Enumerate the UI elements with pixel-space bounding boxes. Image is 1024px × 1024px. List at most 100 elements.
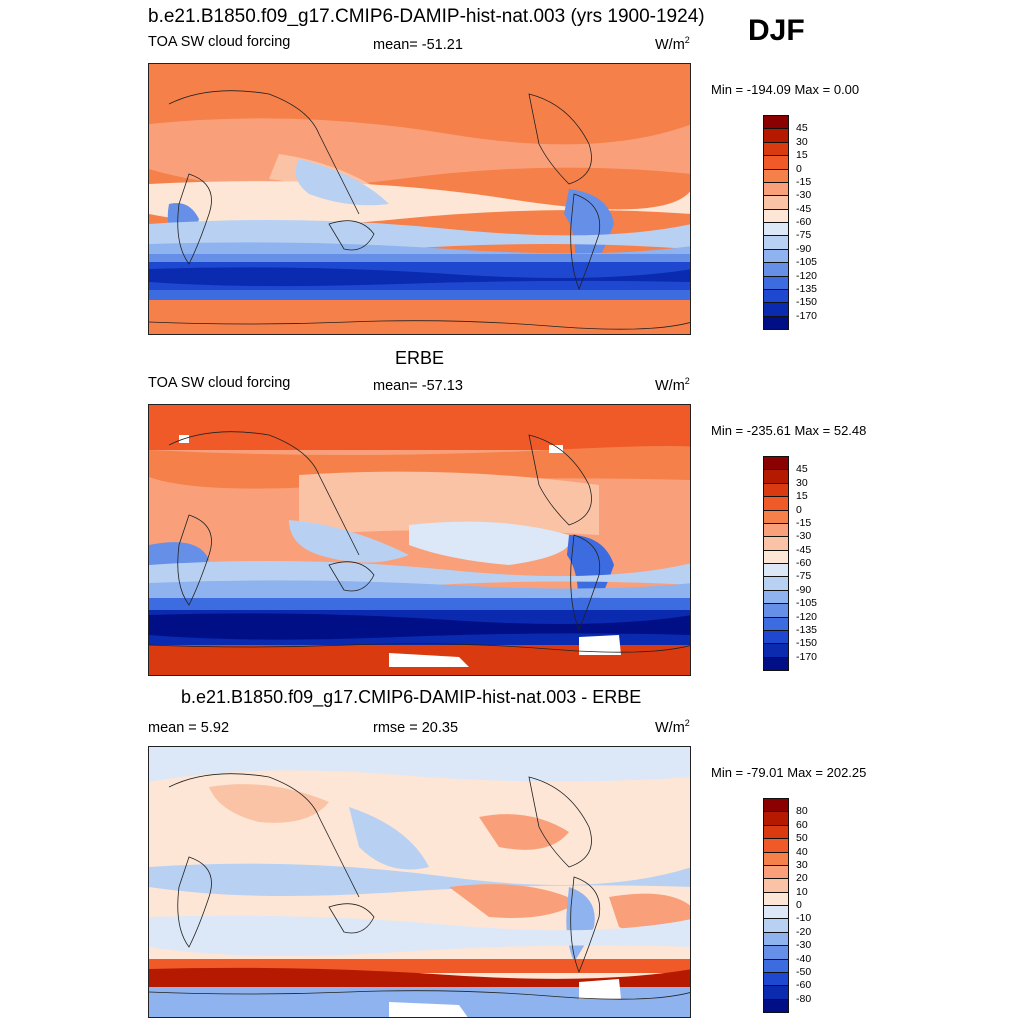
colorbar-swatch	[763, 864, 789, 880]
colorbar-label: -135	[796, 282, 818, 295]
colorbar-swatch	[763, 315, 789, 330]
colorbar-swatch	[763, 616, 789, 631]
colorbar-swatch	[763, 945, 789, 960]
colorbar-swatch	[763, 509, 789, 524]
colorbar-label: -150	[796, 296, 818, 309]
colorbar-swatch	[763, 985, 789, 1000]
colorbar-swatch	[763, 891, 789, 906]
colorbar-label: -105	[796, 256, 818, 269]
colorbar-swatch	[763, 275, 789, 290]
season-label: DJF	[748, 14, 805, 47]
colorbar-swatch	[763, 222, 789, 237]
colorbar-swatch	[763, 288, 789, 304]
colorbar-swatch	[763, 576, 789, 591]
colorbar-swatch	[763, 563, 789, 578]
colorbar-label: 30	[796, 476, 808, 489]
panel-2-title: ERBE	[395, 348, 445, 368]
colorbar-label: 10	[796, 885, 808, 898]
panel-3-colorbar: 80 60 50 40 30 20 10 0 -10 -20 -30 -40 -50 -60 -80	[763, 798, 811, 1013]
colorbar-swatch	[763, 181, 789, 197]
colorbar-swatch	[763, 456, 789, 471]
colorbar-label: -20	[796, 925, 812, 938]
colorbar-label: -90	[796, 583, 812, 596]
colorbar-label: -10	[796, 912, 812, 925]
panel-2-colorbar: 45 30 15 0 -15 -30 -45 -60 -75 -90 -105 -120 -135 -15…	[763, 456, 817, 671]
colorbar-swatch	[763, 905, 789, 920]
colorbar-label: -120	[796, 269, 818, 282]
colorbar-label: 0	[796, 899, 802, 911]
panel-3-mean: mean = 5.92	[148, 720, 230, 736]
colorbar-swatch	[763, 838, 789, 853]
colorbar-label: -60	[796, 216, 812, 228]
colorbar-swatch	[763, 589, 789, 605]
colorbar-label: 60	[796, 818, 808, 831]
panel-1-title: b.e21.B1850.f09_g17.CMIP6-DAMIP-hist-nat…	[148, 6, 705, 27]
colorbar-label: -120	[796, 610, 818, 623]
colorbar-swatch	[763, 603, 789, 618]
panel-1-left-label: TOA SW cloud forcing	[148, 34, 291, 50]
colorbar-swatch	[763, 851, 789, 866]
colorbar-label: -15	[796, 516, 812, 529]
colorbar-swatch	[763, 496, 789, 511]
colorbar-swatch	[763, 208, 789, 223]
panel-2-mean: mean= -57.13	[373, 378, 463, 394]
colorbar-label: 0	[796, 162, 802, 175]
colorbar-label: 15	[796, 149, 808, 162]
colorbar-label: -90	[796, 242, 812, 255]
colorbar-label: 15	[796, 490, 808, 503]
colorbar-label: 50	[796, 832, 808, 845]
colorbar-swatch	[763, 195, 789, 210]
panel-2-units: W/m2	[655, 376, 690, 394]
colorbar-label: -170	[796, 650, 818, 663]
colorbar-swatch	[763, 811, 789, 826]
colorbar-label: -75	[796, 570, 812, 583]
colorbar-label: 30	[796, 858, 808, 871]
colorbar-swatch	[763, 469, 789, 484]
colorbar-swatch	[763, 798, 789, 813]
colorbar-swatch	[763, 155, 789, 170]
panel-1-minmax: Min = -194.09 Max = 0.00	[711, 82, 860, 97]
colorbar-label: -45	[796, 543, 812, 556]
colorbar-swatch	[763, 302, 789, 317]
colorbar-swatch	[763, 824, 789, 840]
panel-3-minmax: Min = -79.01 Max = 202.25	[711, 765, 867, 780]
colorbar-label: -30	[796, 939, 812, 952]
colorbar-swatch	[763, 549, 789, 564]
colorbar-swatch	[763, 656, 789, 671]
colorbar-label: 0	[796, 503, 802, 516]
colorbar-label: -50	[796, 965, 812, 978]
colorbar-swatch	[763, 128, 789, 143]
colorbar-swatch	[763, 643, 789, 658]
colorbar-label: 40	[796, 845, 808, 858]
colorbar-label: -105	[796, 597, 818, 610]
panel-1-units: W/m2	[655, 35, 690, 53]
colorbar-label: 30	[796, 135, 808, 148]
panel-3-rmse: rmse = 20.35	[373, 720, 459, 736]
colorbar-label: 80	[796, 805, 808, 818]
colorbar-swatch	[763, 235, 789, 250]
colorbar-label: -30	[796, 530, 812, 543]
colorbar-swatch	[763, 522, 789, 538]
colorbar-label: -80	[796, 992, 812, 1005]
colorbar-swatch	[763, 878, 789, 893]
colorbar-label: 45	[796, 463, 808, 476]
colorbar-swatch	[763, 115, 789, 130]
colorbar-swatch	[763, 958, 789, 973]
panel-2-map	[148, 404, 691, 676]
panel-1-mean: mean= -51.21	[373, 37, 463, 53]
colorbar-label: 20	[796, 872, 808, 885]
colorbar-label: -40	[796, 952, 812, 965]
colorbar-swatch	[763, 482, 789, 498]
colorbar-label: -75	[796, 229, 812, 242]
colorbar-label: -135	[796, 623, 818, 636]
colorbar-label: -60	[796, 979, 812, 992]
colorbar-label: -45	[796, 202, 812, 215]
colorbar-label: 45	[796, 122, 808, 135]
colorbar-swatch	[763, 629, 789, 645]
colorbar-label: -150	[796, 637, 818, 650]
colorbar-swatch	[763, 536, 789, 551]
panel-3-units: W/m2	[655, 718, 690, 736]
colorbar-label: -60	[796, 557, 812, 569]
colorbar-swatch	[763, 998, 789, 1013]
colorbar-label: -170	[796, 309, 818, 322]
